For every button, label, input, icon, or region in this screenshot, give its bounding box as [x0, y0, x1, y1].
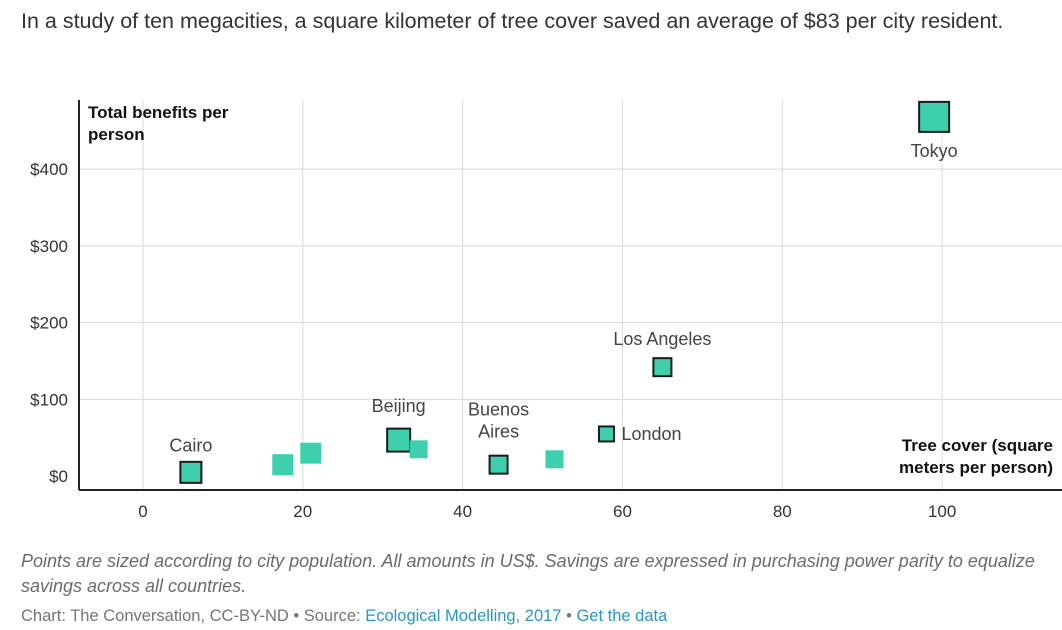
y-tick-label: $300: [30, 237, 68, 256]
data-points: [179, 100, 951, 484]
point-beijing: [386, 427, 412, 453]
label-london: London: [621, 424, 681, 444]
x-tick-label: 100: [928, 502, 956, 521]
label-tokyo: Tokyo: [911, 141, 958, 161]
chart-title: In a study of ten megacities, a square k…: [21, 9, 1004, 33]
y-tick-label: $0: [49, 467, 68, 486]
label-cairo: Cairo: [169, 435, 212, 455]
point-london: [597, 425, 615, 443]
axes: [78, 100, 1062, 491]
x-axis-title: Tree cover (square meters per person): [899, 436, 1053, 477]
label-los-angeles: Los Angeles: [613, 329, 711, 349]
label-beijing: Beijing: [372, 396, 426, 416]
chart-note: Points are sized according to city popul…: [21, 551, 1035, 596]
y-tick-label: $400: [30, 160, 68, 179]
credit-separator-source: • Source:: [288, 607, 366, 625]
point-unlabeled: [409, 440, 428, 459]
y-tick-label: $100: [30, 390, 68, 409]
x-tick-label: 80: [773, 502, 792, 521]
scatter-chart: 0 20 40 60 80 100 $0 $100 $200 $300 $400 Total bene…: [30, 100, 1062, 521]
y-axis-title: Total benefits per person: [88, 103, 229, 144]
x-tick-label: 60: [613, 502, 632, 521]
get-data-link[interactable]: Get the data: [576, 607, 668, 625]
point-los-angeles: [652, 357, 673, 378]
credit-prefix: Chart: The Conversation, CC-BY-ND: [21, 607, 289, 625]
point-cairo: [179, 460, 203, 484]
x-tick-label: 0: [138, 502, 147, 521]
grid-lines: [79, 100, 1062, 490]
axis-labels: 0 20 40 60 80 100 $0 $100 $200 $300 $400 Total bene…: [30, 103, 1053, 521]
chart-credit: Chart: The Conversation, CC-BY-ND • Sour…: [21, 607, 667, 626]
x-tick-label: 40: [453, 502, 472, 521]
point-unlabeled: [545, 450, 564, 469]
point-unlabeled: [300, 442, 322, 464]
y-tick-label: $200: [30, 314, 68, 333]
source-link[interactable]: Ecological Modelling, 2017: [365, 607, 562, 625]
point-buenos-aires: [488, 454, 509, 475]
credit-separator: •: [561, 607, 577, 625]
label-buenos-aires: Buenos Aires: [468, 400, 529, 442]
x-tick-label: 20: [293, 502, 312, 521]
point-unlabeled: [272, 454, 294, 476]
point-tokyo: [918, 100, 951, 133]
